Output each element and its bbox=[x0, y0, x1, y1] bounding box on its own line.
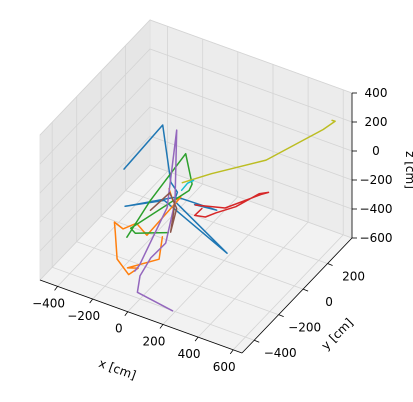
y-axis-line bbox=[241, 237, 353, 354]
x-tick-label: −400 bbox=[32, 296, 65, 310]
x-tick-label: 600 bbox=[213, 360, 236, 374]
x-tick-label: 0 bbox=[115, 322, 123, 336]
x-tick-mark bbox=[54, 286, 58, 291]
tick-layer: −400−2000200400600−400−2000200−600−400−2… bbox=[32, 86, 392, 374]
series-line-5 bbox=[133, 129, 178, 312]
series-line-8 bbox=[180, 179, 195, 192]
x-tick-label: 200 bbox=[143, 334, 166, 348]
y-tick-label: −200 bbox=[288, 321, 321, 335]
y-tick-mark bbox=[254, 339, 260, 343]
z-gridline bbox=[39, 77, 353, 194]
z-tick-label: −600 bbox=[360, 231, 393, 245]
z-tick-label: 400 bbox=[365, 86, 388, 100]
x-tick-label: −200 bbox=[67, 309, 100, 323]
y-tick-label: 200 bbox=[342, 270, 365, 284]
y-tick-mark bbox=[327, 263, 333, 266]
z-tick-label: −400 bbox=[360, 202, 393, 216]
z-gridline bbox=[39, 106, 353, 223]
series-layer bbox=[113, 119, 336, 312]
z-tick-label: 0 bbox=[372, 144, 380, 158]
z-gridline bbox=[39, 19, 353, 136]
series-line-6 bbox=[149, 192, 178, 233]
series-line-4 bbox=[193, 191, 270, 218]
z-tick-label: −200 bbox=[360, 173, 393, 187]
y-tick-label: 0 bbox=[325, 295, 333, 309]
z-gridline bbox=[39, 48, 353, 165]
x-tick-mark bbox=[229, 349, 234, 355]
axis-panes bbox=[39, 19, 353, 354]
gridlines bbox=[39, 19, 353, 351]
z-gridline bbox=[39, 164, 353, 281]
y-axis-label: y [cm] bbox=[319, 316, 356, 353]
x-tick-mark bbox=[194, 336, 199, 342]
series-line-7 bbox=[181, 119, 336, 184]
y-tick-mark bbox=[302, 288, 309, 292]
x-tick-mark bbox=[89, 298, 94, 304]
x-axis-line bbox=[39, 279, 243, 354]
x-axis-label: x [cm] bbox=[97, 356, 138, 382]
series-line-3 bbox=[126, 152, 193, 238]
z-axis-label: z [cm] bbox=[403, 151, 413, 189]
x-tick-label: 400 bbox=[178, 347, 201, 361]
axis-lines bbox=[39, 93, 353, 354]
x-tick-mark bbox=[124, 311, 129, 316]
y-tick-label: −400 bbox=[264, 346, 297, 360]
series-line-1 bbox=[123, 124, 228, 254]
x-tick-mark bbox=[159, 324, 164, 329]
z-gridline bbox=[39, 135, 353, 252]
z-tick-label: 200 bbox=[365, 115, 388, 129]
y-tick-mark bbox=[278, 314, 284, 318]
